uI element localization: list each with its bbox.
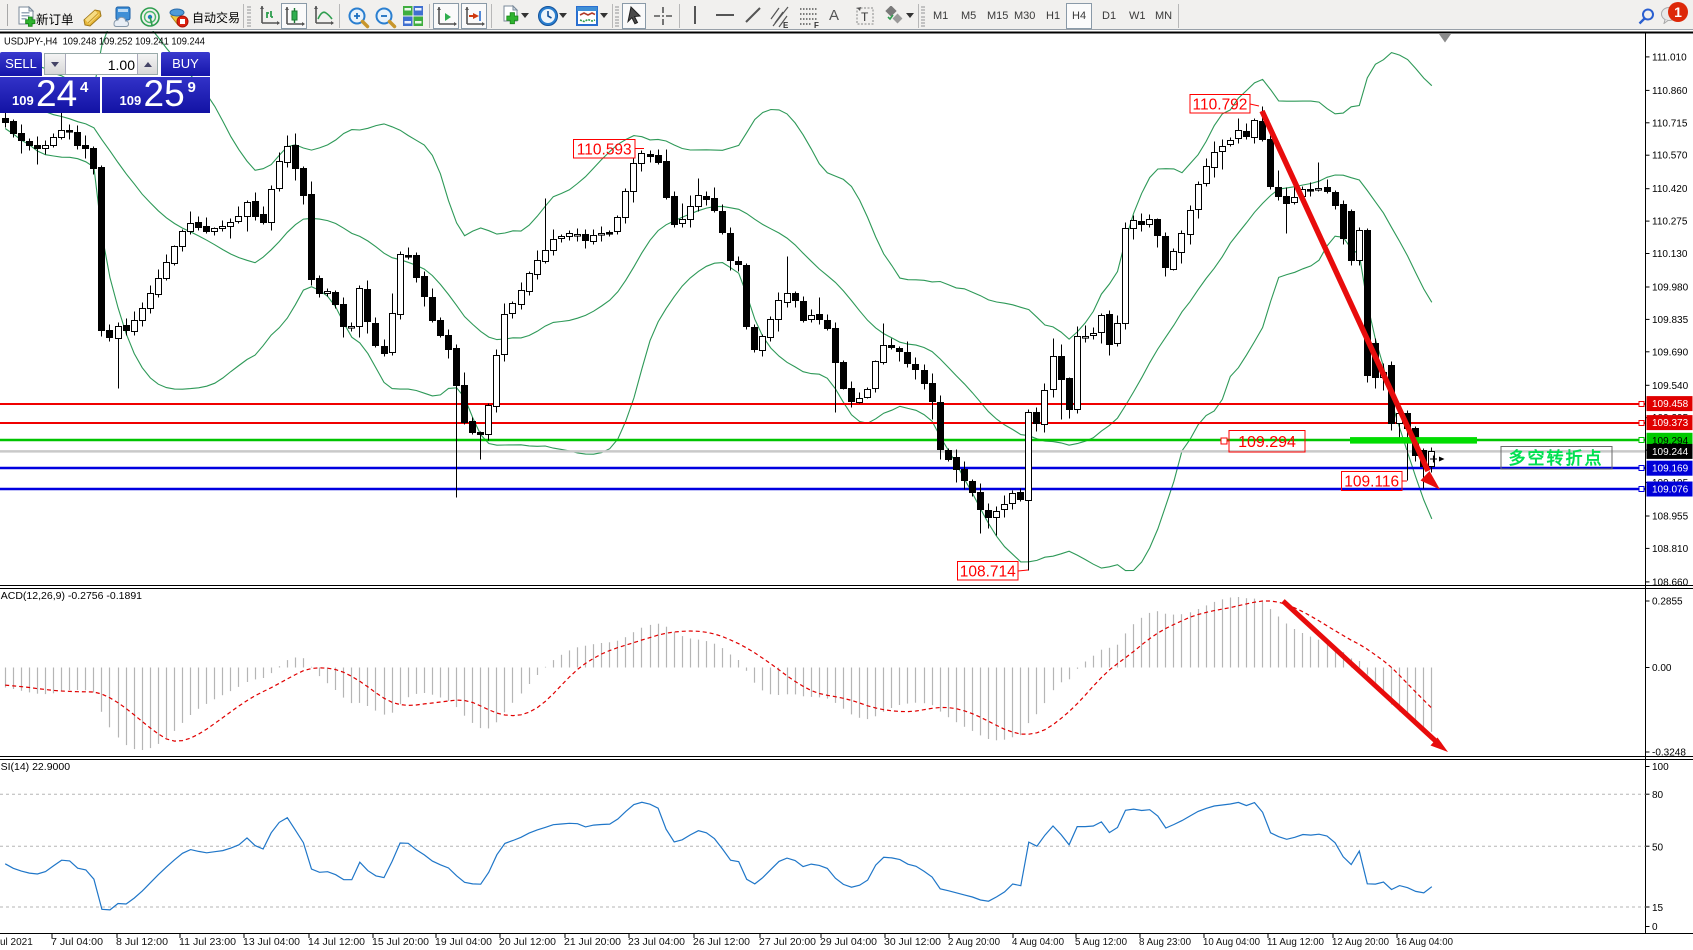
svg-text:26 Jul 12:00: 26 Jul 12:00 — [693, 937, 750, 948]
svg-text:109.690: 109.690 — [1652, 347, 1689, 358]
svg-text:16 Aug 04:00: 16 Aug 04:00 — [1396, 937, 1453, 948]
svg-text:20 Jul 12:00: 20 Jul 12:00 — [499, 937, 556, 948]
svg-text:109.076: 109.076 — [1652, 485, 1689, 496]
svg-text:RSI(14) 22.9000: RSI(14) 22.9000 — [0, 761, 70, 773]
svg-text:7 Jul 04:00: 7 Jul 04:00 — [51, 937, 103, 948]
svg-text:110.715: 110.715 — [1652, 118, 1688, 129]
svg-text:110.570: 110.570 — [1652, 151, 1688, 162]
svg-text:30 Jul 12:00: 30 Jul 12:00 — [884, 937, 941, 948]
svg-text:27 Jul 20:00: 27 Jul 20:00 — [759, 937, 816, 948]
svg-text:-0.3248: -0.3248 — [1652, 748, 1686, 759]
svg-text:109.458: 109.458 — [1652, 399, 1689, 410]
svg-text:110.275: 110.275 — [1652, 217, 1688, 228]
svg-text:0: 0 — [1652, 922, 1658, 933]
svg-text:多空转折点: 多空转折点 — [1509, 448, 1604, 468]
svg-text:108.660: 108.660 — [1652, 577, 1689, 588]
svg-text:109.980: 109.980 — [1652, 283, 1689, 294]
svg-text:29 Jul 04:00: 29 Jul 04:00 — [820, 937, 877, 948]
svg-text:109.294: 109.294 — [1652, 436, 1689, 447]
svg-text:11 Aug 12:00: 11 Aug 12:00 — [1267, 937, 1324, 948]
svg-text:110.792: 110.792 — [1193, 96, 1248, 113]
svg-text:13 Jul 04:00: 13 Jul 04:00 — [243, 937, 300, 948]
svg-text:ul 2021: ul 2021 — [0, 937, 33, 948]
svg-text:F: F — [814, 21, 819, 29]
svg-text:110.593: 110.593 — [577, 141, 632, 158]
svg-text:8 Aug 23:00: 8 Aug 23:00 — [1139, 937, 1191, 948]
svg-text:80: 80 — [1652, 790, 1664, 801]
svg-text:21 Jul 20:00: 21 Jul 20:00 — [564, 937, 621, 948]
svg-text:50: 50 — [1652, 842, 1664, 853]
svg-text:110.420: 110.420 — [1652, 184, 1688, 195]
svg-text:109.116: 109.116 — [1344, 474, 1399, 491]
svg-text:109.373: 109.373 — [1652, 418, 1689, 429]
svg-text:109.169: 109.169 — [1652, 464, 1689, 475]
svg-text:100: 100 — [1652, 762, 1669, 773]
svg-text:108.955: 108.955 — [1652, 512, 1689, 523]
svg-text:8 Jul 12:00: 8 Jul 12:00 — [116, 937, 168, 948]
svg-text:5 Aug 12:00: 5 Aug 12:00 — [1075, 937, 1127, 948]
svg-text:15 Jul 20:00: 15 Jul 20:00 — [372, 937, 429, 948]
svg-text:19 Jul 04:00: 19 Jul 04:00 — [435, 937, 492, 948]
svg-text:108.714: 108.714 — [960, 563, 1016, 580]
svg-text:110.860: 110.860 — [1652, 86, 1688, 97]
svg-text:0.00: 0.00 — [1652, 663, 1672, 674]
svg-text:15: 15 — [1652, 903, 1664, 914]
svg-text:109.540: 109.540 — [1652, 381, 1689, 392]
svg-text:11 Jul 23:00: 11 Jul 23:00 — [179, 937, 236, 948]
svg-text:14 Jul 12:00: 14 Jul 12:00 — [308, 937, 365, 948]
svg-text:23 Jul 04:00: 23 Jul 04:00 — [628, 937, 685, 948]
svg-text:110.130: 110.130 — [1652, 249, 1688, 260]
svg-text:MACD(12,26,9) -0.2756 -0.1891: MACD(12,26,9) -0.2756 -0.1891 — [0, 590, 142, 602]
svg-text:0.2855: 0.2855 — [1652, 597, 1683, 608]
svg-text:T: T — [861, 10, 869, 24]
svg-text:108.810: 108.810 — [1652, 544, 1689, 555]
svg-text:USDJPY-,H4 109.248 109.252 10: USDJPY-,H4 109.248 109.252 109.241 109.2… — [4, 36, 205, 48]
svg-text:109.835: 109.835 — [1652, 315, 1689, 326]
svg-text:E: E — [783, 21, 789, 29]
svg-text:10 Aug 04:00: 10 Aug 04:00 — [1203, 937, 1260, 948]
svg-text:4 Aug 04:00: 4 Aug 04:00 — [1012, 937, 1064, 948]
svg-text:111.010: 111.010 — [1652, 52, 1687, 63]
svg-text:2 Aug 20:00: 2 Aug 20:00 — [948, 937, 1000, 948]
svg-text:109.244: 109.244 — [1652, 447, 1689, 458]
svg-text:12 Aug 20:00: 12 Aug 20:00 — [1332, 937, 1389, 948]
svg-text:109.294: 109.294 — [1238, 434, 1296, 451]
